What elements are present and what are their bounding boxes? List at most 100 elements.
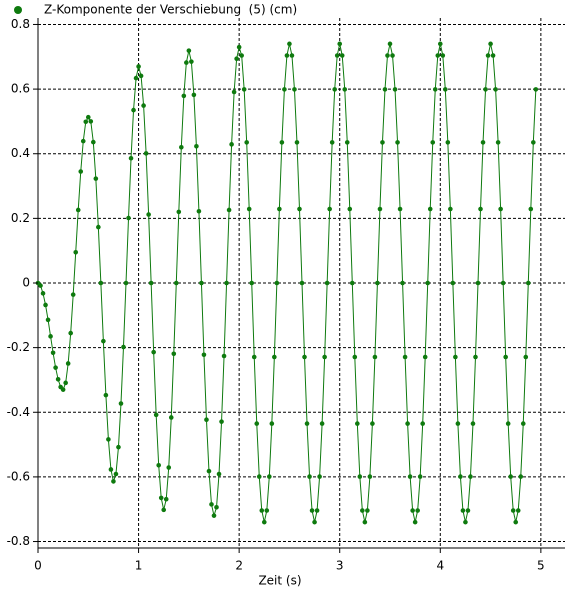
data-point xyxy=(498,206,503,212)
data-point xyxy=(143,151,149,156)
data-point xyxy=(229,142,234,147)
data-point xyxy=(241,87,247,92)
plot-area xyxy=(35,41,539,525)
data-point xyxy=(209,502,214,507)
data-point xyxy=(85,114,91,120)
data-point xyxy=(533,87,539,92)
data-point xyxy=(176,209,182,215)
data-point xyxy=(146,212,151,217)
data-point xyxy=(75,207,81,213)
data-point xyxy=(525,280,531,286)
data-point xyxy=(55,377,61,382)
data-point xyxy=(370,421,375,426)
data-point xyxy=(166,465,172,470)
data-point xyxy=(98,280,104,286)
data-point xyxy=(299,280,305,286)
data-point xyxy=(251,354,257,360)
data-point xyxy=(339,53,345,58)
data-point xyxy=(118,401,124,406)
data-point xyxy=(483,87,488,92)
data-point xyxy=(256,474,262,479)
data-point xyxy=(470,421,476,426)
data-point xyxy=(478,206,483,212)
data-point xyxy=(73,249,79,255)
data-point xyxy=(302,354,307,360)
data-point xyxy=(334,53,340,58)
data-point xyxy=(204,417,209,423)
data-point xyxy=(186,48,192,53)
data-point xyxy=(196,208,202,214)
y-tick-label: 0.2 xyxy=(11,211,30,225)
y-tick-label: -0.4 xyxy=(7,405,30,419)
data-point xyxy=(365,508,370,513)
data-point xyxy=(435,53,441,58)
y-tick-label: -0.8 xyxy=(7,534,30,548)
data-point xyxy=(226,207,232,213)
data-point xyxy=(38,283,43,288)
data-point xyxy=(131,107,136,113)
data-point xyxy=(70,292,76,297)
data-point xyxy=(284,53,290,58)
data-point xyxy=(189,59,194,64)
data-point xyxy=(148,280,154,286)
data-point xyxy=(531,140,536,145)
data-point xyxy=(397,206,403,212)
data-point xyxy=(50,350,56,356)
data-point xyxy=(113,471,119,477)
data-point xyxy=(297,206,302,212)
data-point xyxy=(402,354,408,360)
data-point xyxy=(500,280,506,286)
data-point xyxy=(93,176,99,181)
data-point xyxy=(309,508,315,513)
data-point xyxy=(274,280,280,286)
data-point xyxy=(319,421,325,426)
data-point xyxy=(194,143,199,149)
data-point xyxy=(231,89,237,95)
data-point xyxy=(224,280,229,286)
data-point xyxy=(495,140,501,145)
y-tick-label: -0.6 xyxy=(7,469,30,483)
data-point xyxy=(372,354,378,360)
data-point xyxy=(158,495,164,501)
data-point xyxy=(518,474,524,479)
data-point xyxy=(367,474,373,479)
data-point xyxy=(312,519,317,525)
data-point xyxy=(430,140,436,145)
data-point xyxy=(221,353,227,359)
data-point xyxy=(269,421,275,426)
y-tick-label: 0.8 xyxy=(11,17,30,31)
data-point xyxy=(272,354,277,360)
legend-marker xyxy=(14,6,22,14)
data-point xyxy=(375,280,380,286)
data-point xyxy=(395,140,400,145)
data-point xyxy=(216,471,222,477)
data-point xyxy=(382,87,388,92)
data-point xyxy=(327,206,332,212)
data-point xyxy=(211,513,217,518)
legend-label: Z-Komponente der Verschiebung (5) (cm) xyxy=(44,3,297,17)
data-point xyxy=(392,87,398,92)
data-point xyxy=(292,87,297,92)
data-point xyxy=(83,119,89,125)
data-point xyxy=(206,468,212,474)
data-point xyxy=(445,140,451,145)
data-point xyxy=(123,280,129,286)
data-point xyxy=(277,206,282,212)
data-point xyxy=(65,361,71,366)
data-point xyxy=(485,53,491,58)
data-point xyxy=(427,206,433,212)
data-point xyxy=(463,519,468,525)
data-point xyxy=(520,421,526,426)
y-tick-label: -0.2 xyxy=(7,340,30,354)
data-point xyxy=(261,519,267,525)
data-point xyxy=(488,41,493,47)
data-point xyxy=(314,508,320,513)
data-point xyxy=(448,206,453,212)
data-point xyxy=(45,317,51,323)
data-point xyxy=(43,302,48,308)
data-point xyxy=(329,140,335,145)
data-point xyxy=(508,474,513,479)
data-point xyxy=(264,508,270,513)
data-point xyxy=(287,41,292,47)
data-point xyxy=(352,354,358,360)
